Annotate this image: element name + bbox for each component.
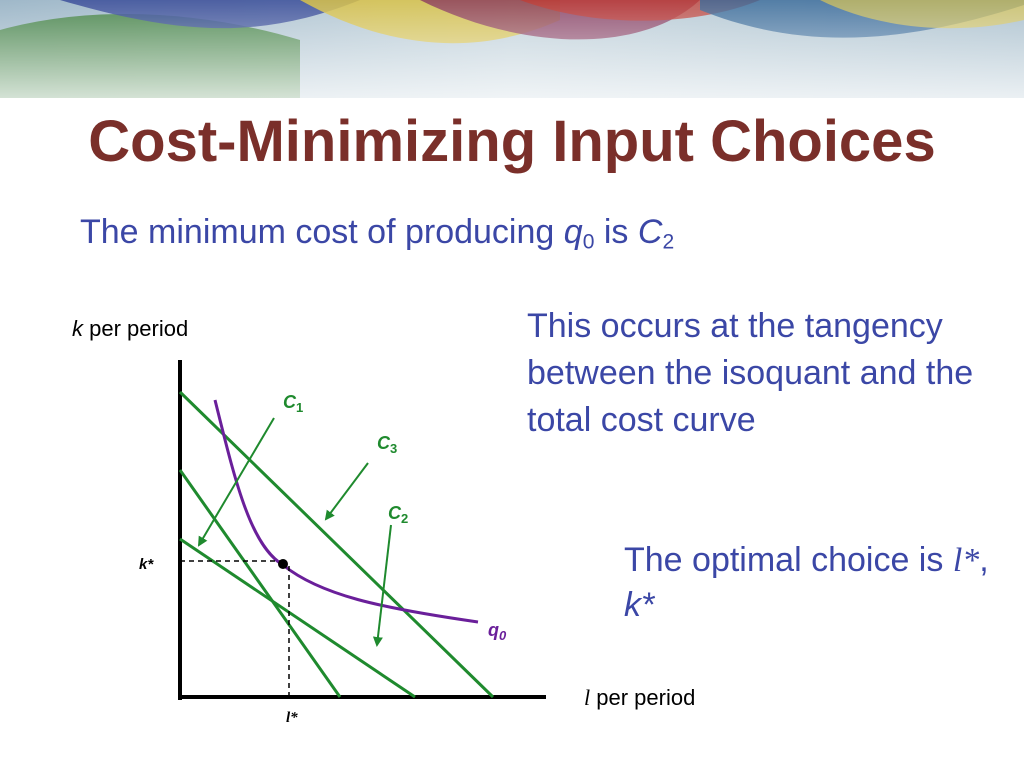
label-c2-var: C <box>388 503 402 523</box>
l-star-label: l* <box>286 710 298 726</box>
label-c1-sub: 1 <box>296 400 303 415</box>
cost-line-c1 <box>178 469 342 698</box>
optimal-choice-prefix: The optimal choice is <box>624 541 944 579</box>
label-c3: C3 <box>377 433 397 456</box>
c3-arrow <box>324 462 369 521</box>
subtitle-c-var: C <box>637 213 663 251</box>
optimal-l-star: l* <box>952 542 980 579</box>
c2-arrow <box>372 524 392 647</box>
k-star-label: k* <box>139 556 154 573</box>
y-axis-label: k per period <box>72 316 188 341</box>
label-c2: C2 <box>388 503 408 526</box>
label-c1-var: C <box>283 392 297 412</box>
c1-arrow <box>197 417 275 547</box>
subtitle-q-sub: 0 <box>582 230 595 254</box>
x-axis-var: l <box>584 685 590 710</box>
subtitle-text: The minimum cost of producing <box>80 213 555 251</box>
header-banner <box>0 0 1024 98</box>
subtitle: The minimum cost of producing q0 is C2 <box>80 210 674 254</box>
label-c1: C1 <box>283 392 303 415</box>
label-c2-sub: 2 <box>401 511 408 526</box>
optimal-k-star: k* <box>624 586 655 624</box>
cost-line-c3 <box>178 390 495 699</box>
y-axis-var: k <box>72 316 84 341</box>
optimal-comma: , <box>979 541 989 579</box>
x-axis-label: l per period <box>584 685 695 710</box>
label-q0-sub: 0 <box>499 628 507 643</box>
label-q0-var: q <box>488 620 499 640</box>
label-q0: q0 <box>488 620 507 643</box>
cost-line-c2 <box>179 537 416 699</box>
label-c3-var: C <box>377 433 391 453</box>
subtitle-is-word: is <box>603 213 629 251</box>
label-c3-sub: 3 <box>390 441 397 456</box>
optimal-choice-note: The optimal choice is l*, k* <box>624 538 1004 627</box>
y-axis-suffix: per period <box>89 316 188 341</box>
subtitle-c-sub: 2 <box>662 230 675 254</box>
slide-title: Cost-Minimizing Input Choices <box>88 109 936 174</box>
isoquant-cost-diagram: k per period l per period C1 C3 C2 q0 k*… <box>72 316 695 726</box>
x-axis-suffix: per period <box>596 685 695 710</box>
subtitle-q-var: q <box>563 213 583 251</box>
tangency-point <box>278 559 288 569</box>
tangency-note: This occurs at the tangency between the … <box>527 307 974 439</box>
